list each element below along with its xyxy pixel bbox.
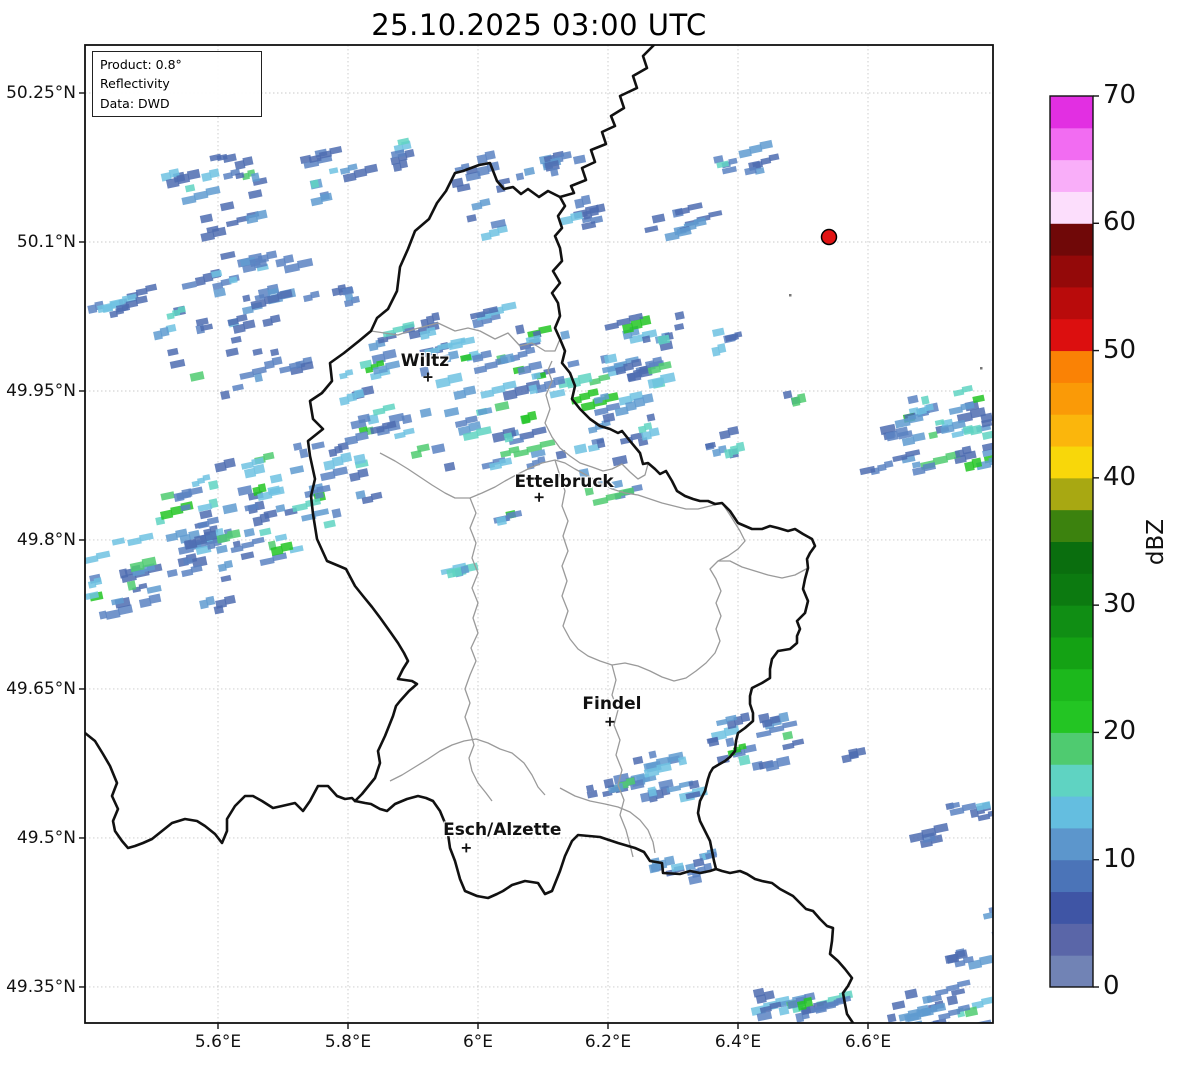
colorbar-tick-label: 10 xyxy=(1103,843,1137,874)
city-label: Wiltz xyxy=(400,351,450,372)
x-tick-label: 6.6°E xyxy=(844,1032,892,1052)
x-tick-label: 5.8°E xyxy=(324,1032,372,1052)
axis-tick-marks xyxy=(79,92,869,1029)
city-label: Findel xyxy=(582,693,642,714)
colorbar-tick-label: 60 xyxy=(1103,207,1137,238)
colorbar-axis-label: dBZ xyxy=(1143,518,1169,566)
colorbar xyxy=(1049,95,1099,988)
product-info-line: Product: 0.8° Reflectivity xyxy=(100,57,182,92)
colorbar-tick-label: 20 xyxy=(1103,716,1137,747)
x-tick-label: 6.2°E xyxy=(584,1032,632,1052)
reflectivity-echoes xyxy=(85,137,993,1023)
colorbar-tick-label: 0 xyxy=(1103,971,1120,1001)
map-speck xyxy=(980,367,983,370)
radar-site-marker xyxy=(820,228,838,246)
data-source-line: Data: DWD xyxy=(100,95,170,111)
y-tick-label: 49.8°N xyxy=(16,529,76,550)
city-label: Esch/Alzette xyxy=(443,819,562,840)
plot-frame xyxy=(84,44,994,1024)
y-tick-label: 50.25°N xyxy=(6,83,76,103)
x-tick-label: 5.6°E xyxy=(194,1032,242,1052)
colorbar-tick-label: 70 xyxy=(1103,80,1137,110)
city-label: Ettelbruck xyxy=(514,472,614,493)
city-markers xyxy=(423,372,615,853)
page-title: 25.10.2025 03:00 UTC xyxy=(371,8,707,42)
colorbar-tick-label: 40 xyxy=(1103,461,1137,492)
map-speck xyxy=(789,294,792,297)
x-tick-label: 6°E xyxy=(462,1032,494,1052)
y-tick-label: 49.35°N xyxy=(6,976,76,997)
country-borders xyxy=(85,45,855,1023)
region-borders xyxy=(370,322,809,858)
y-tick-label: 50.1°N xyxy=(16,231,76,252)
y-tick-label: 49.5°N xyxy=(16,827,76,848)
y-tick-label: 49.95°N xyxy=(6,380,76,401)
colorbar-tick-label: 50 xyxy=(1103,334,1137,365)
x-tick-label: 6.4°E xyxy=(714,1032,762,1052)
y-tick-label: 49.65°N xyxy=(6,678,76,699)
product-info-box: Product: 0.8° Reflectivity Data: DWD xyxy=(92,51,262,118)
colorbar-tick-label: 30 xyxy=(1103,589,1137,620)
